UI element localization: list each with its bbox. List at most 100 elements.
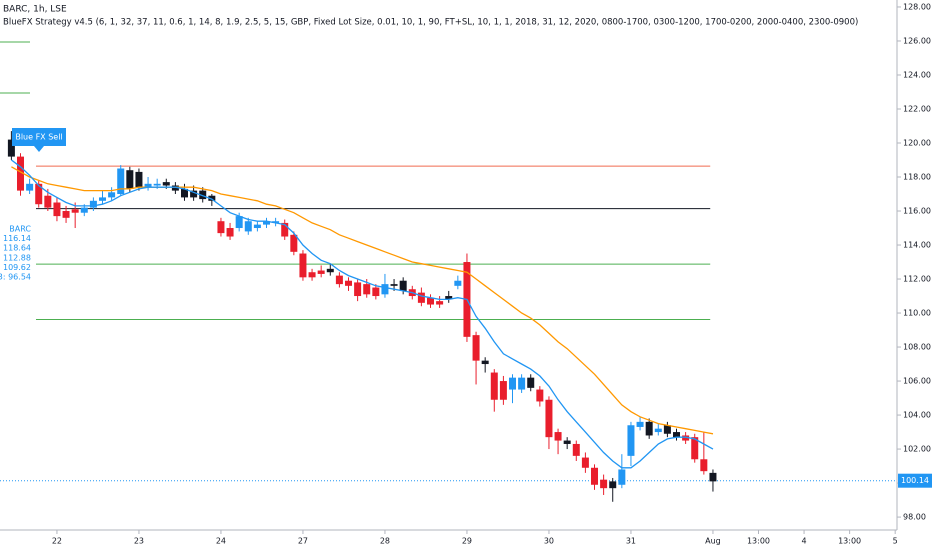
candle-body — [190, 190, 198, 198]
candle-body — [563, 440, 571, 444]
candle-body — [308, 272, 316, 278]
y-tick-label: 128.00 — [903, 2, 931, 11]
candle-body — [281, 222, 289, 237]
ma-line — [11, 159, 714, 469]
y-tick-label: 118.00 — [903, 173, 931, 182]
info-line: L: 118.64 — [0, 244, 31, 253]
candle-body — [591, 467, 599, 485]
last-price-label: 100.14 — [901, 476, 929, 485]
x-tick-label: 13:00 — [838, 537, 861, 546]
x-tick-label: 30 — [544, 537, 554, 546]
candle-body — [527, 377, 535, 388]
candle-body — [436, 301, 444, 305]
x-tick-label: 23 — [134, 537, 144, 546]
candle-body — [454, 280, 462, 286]
candle-body — [135, 171, 143, 188]
info-line: P2: 109.62 — [0, 263, 31, 272]
candle-body — [627, 425, 635, 456]
y-tick-label: 98.00 — [903, 513, 926, 522]
y-tick-label: 124.00 — [903, 70, 931, 79]
candle-body — [536, 389, 544, 402]
candle-body — [171, 185, 179, 191]
x-tick-label: 28 — [380, 537, 390, 546]
candle-body — [390, 284, 398, 286]
candle-body — [499, 381, 507, 400]
candle-body — [335, 275, 343, 285]
candle-body — [26, 183, 34, 191]
x-tick-label: 4 — [802, 537, 807, 546]
candle-body — [62, 211, 70, 218]
candle-body — [181, 188, 189, 198]
candle-body — [326, 268, 334, 273]
candle-body — [126, 170, 134, 189]
candle-body — [299, 253, 307, 278]
signal-box — [12, 128, 66, 152]
candle-body — [581, 457, 589, 468]
candle-body — [17, 156, 25, 191]
candle-body — [44, 195, 52, 208]
y-tick-label: 110.00 — [903, 309, 931, 318]
y-tick-label: 106.00 — [903, 377, 931, 386]
info-line: Y: 116.14 — [0, 234, 31, 243]
candle-body — [472, 335, 480, 361]
candle-body — [7, 139, 15, 157]
candle-body — [609, 481, 617, 489]
candle-body — [572, 443, 580, 456]
candle-body — [53, 202, 61, 217]
candle-body — [317, 270, 325, 274]
candle-body — [345, 280, 353, 286]
candle-body — [235, 216, 243, 229]
candle-body — [71, 209, 79, 213]
candle-body — [226, 228, 234, 237]
y-tick-label: 114.00 — [903, 241, 931, 250]
y-tick-label: 104.00 — [903, 411, 931, 420]
candle-body — [636, 421, 644, 427]
candle-body — [663, 425, 671, 434]
candle-body — [199, 190, 207, 200]
candle-body — [618, 469, 626, 485]
candle-body — [208, 195, 216, 201]
x-tick-label: Aug — [705, 537, 721, 546]
candle-body — [645, 421, 653, 436]
candle-body — [445, 296, 453, 300]
candle-body — [153, 183, 161, 186]
x-tick-label: 24 — [216, 537, 226, 546]
chart-title: BARC, 1h, LSE — [3, 5, 67, 15]
candle-body — [381, 284, 389, 295]
candle-body — [253, 224, 261, 229]
candle-body — [691, 437, 699, 460]
candle-body — [700, 459, 708, 472]
candle-body — [399, 280, 407, 291]
candle-body — [108, 192, 116, 198]
candle-body — [99, 197, 107, 201]
candle-body — [509, 377, 517, 390]
info-line: P1: 112.88 — [0, 253, 31, 262]
x-tick-label: 27 — [298, 537, 308, 546]
y-tick-label: 112.00 — [903, 275, 931, 284]
x-tick-label: 5 — [893, 537, 898, 546]
candle-body — [35, 183, 43, 205]
y-tick-label: 108.00 — [903, 343, 931, 352]
candle-body — [290, 234, 298, 252]
y-tick-label: 116.00 — [903, 207, 931, 216]
candle-body — [490, 372, 498, 400]
y-tick-label: 102.00 — [903, 445, 931, 454]
candle-body — [554, 432, 562, 441]
info-line: P3: 96.54 — [0, 273, 31, 282]
x-tick-label: 31 — [626, 537, 636, 546]
candle-body — [682, 435, 690, 441]
candle-body — [673, 432, 681, 438]
candle-body — [89, 200, 97, 208]
y-tick-label: 122.00 — [903, 104, 931, 113]
ma-line — [11, 166, 714, 435]
candle-body — [545, 399, 553, 438]
candle-body — [80, 207, 88, 213]
info-line: BARC — [9, 225, 31, 234]
candle-body — [417, 292, 425, 303]
candle-body — [244, 221, 252, 232]
candle-body — [709, 472, 717, 482]
candle-body — [654, 428, 662, 433]
last-price-box — [898, 473, 932, 488]
